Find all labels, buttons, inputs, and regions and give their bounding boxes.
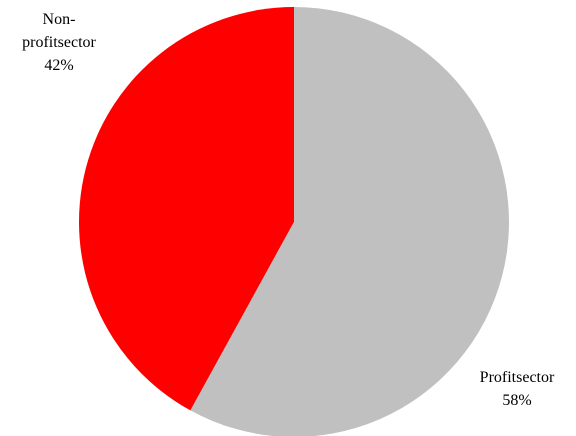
pie-slice-profitsector (190, 7, 509, 436)
pie-slices (78, 6, 509, 436)
slice-label-line: profitsector (22, 34, 96, 51)
slice-label-line: Non- (42, 11, 76, 28)
slice-label-non-profitsector: Non- profitsector 42% (4, 8, 114, 77)
slice-label-line: Profitsector (479, 369, 555, 386)
pie-slice-non-profitsector (78, 6, 295, 411)
slice-label-profitsector: Profitsector 58% (462, 366, 572, 412)
slice-value-label: 42% (44, 57, 74, 74)
slice-value-label: 58% (502, 392, 532, 409)
